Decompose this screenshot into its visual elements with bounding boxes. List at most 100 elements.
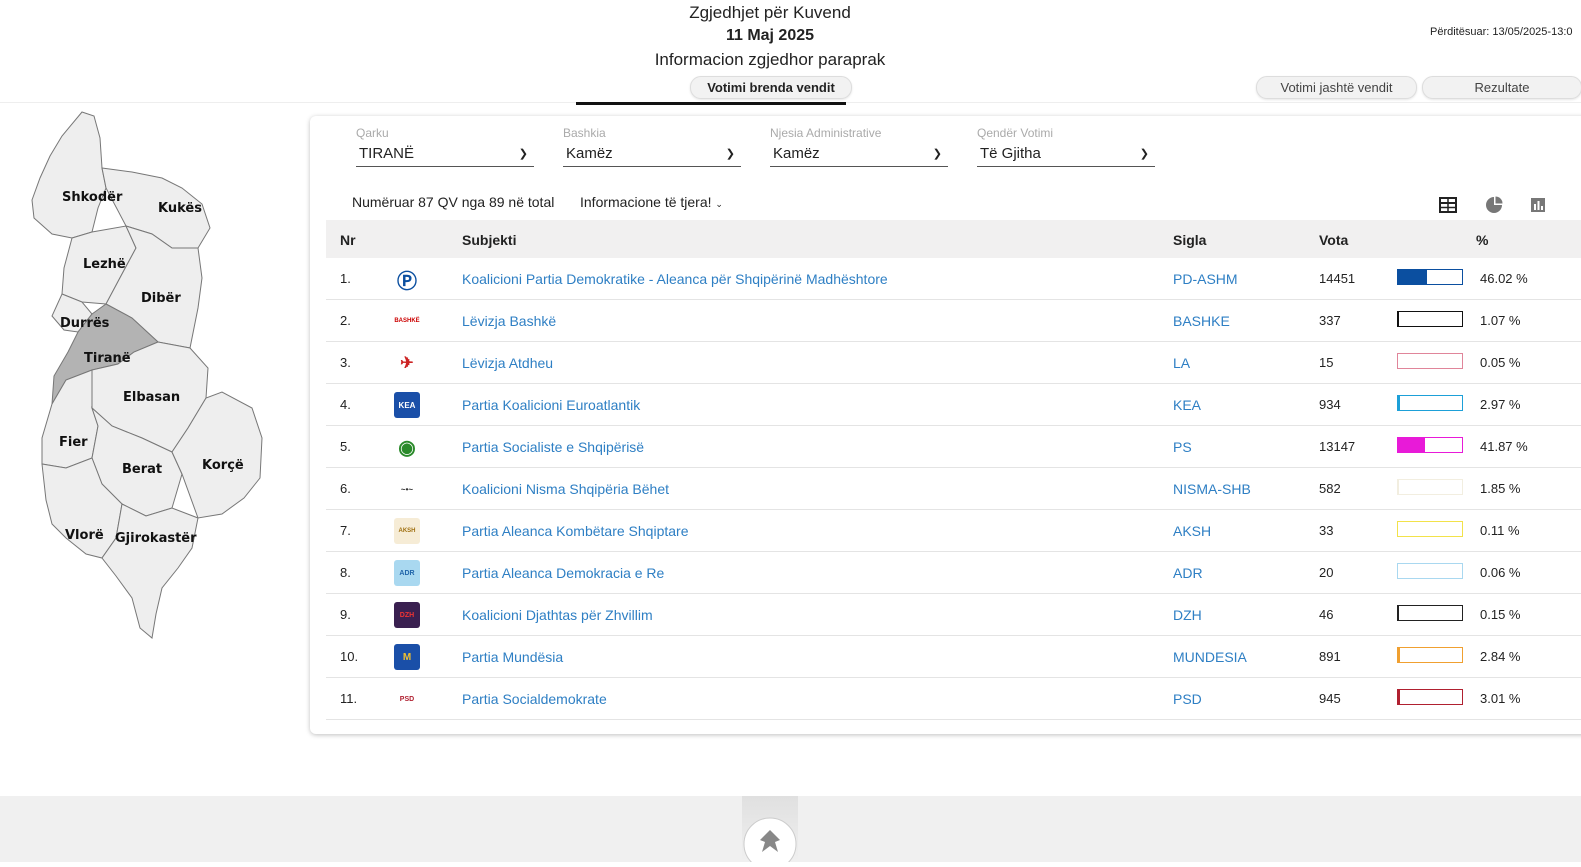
party-name-link[interactable]: Partia Mundësia (462, 649, 563, 665)
party-acronym-link[interactable]: ADR (1173, 565, 1203, 581)
party-acronym-link[interactable]: NISMA-SHB (1173, 481, 1251, 497)
vote-share-fill (1398, 312, 1399, 326)
filter-bashkia[interactable]: Bashkia Kamëz❯ (563, 126, 741, 167)
party-acronym-link[interactable]: AKSH (1173, 523, 1211, 539)
map-label-tirane: Tiranë (84, 351, 131, 366)
map-label-gjirokaster: Gjirokastër (115, 531, 197, 546)
party-acronym-link[interactable]: PS (1173, 439, 1192, 455)
filter-qender[interactable]: Qendër Votimi Të Gjitha❯ (977, 126, 1155, 167)
party-logo-icon: DZH (394, 602, 420, 628)
party-logo-icon: ADR (394, 560, 420, 586)
filter-qarku[interactable]: Qarku TIRANË❯ (356, 126, 534, 167)
party-name-link[interactable]: Partia Koalicioni Euroatlantik (462, 397, 640, 413)
filter-qarku-select[interactable]: TIRANË❯ (356, 142, 534, 167)
party-name-link[interactable]: Lëvizja Bashkë (462, 313, 556, 329)
filter-qarku-label: Qarku (356, 126, 534, 140)
party-name-link[interactable]: Partia Socialiste e Shqipërisë (462, 439, 644, 455)
table-view-button[interactable] (1426, 190, 1470, 222)
party-name-link[interactable]: Koalicioni Nisma Shqipëria Bëhet (462, 481, 669, 497)
party-acronym-link[interactable]: KEA (1173, 397, 1201, 413)
party-name-link[interactable]: Partia Aleanca Kombëtare Shqiptare (462, 523, 688, 539)
party-name-link[interactable]: Partia Aleanca Demokracia e Re (462, 565, 664, 581)
albania-map: Shkodër Kukës Lezhë Dibër Durrës Tiranë … (22, 108, 272, 648)
pie-view-button[interactable] (1472, 190, 1516, 220)
party-percent: 41.87 % (1480, 439, 1528, 454)
bar-view-button[interactable] (1516, 190, 1560, 220)
active-tab-indicator (576, 102, 846, 105)
col-percent: % (1476, 232, 1488, 248)
filter-qender-value: Të Gjitha (980, 145, 1041, 162)
last-updated: Përditësuar: 13/05/2025-13:0 (1430, 26, 1573, 38)
party-percent: 1.85 % (1480, 481, 1520, 496)
region-shkoder[interactable] (32, 112, 106, 238)
vote-share-fill (1398, 396, 1400, 410)
party-votes: 945 (1319, 691, 1341, 706)
party-name-link[interactable]: Koalicioni Djathtas për Zhvillim (462, 607, 653, 623)
map-label-durres: Durrës (60, 316, 110, 331)
vote-share-bar (1397, 395, 1463, 411)
more-info-toggle[interactable]: Informacione të tjera! ⌄ (580, 194, 723, 210)
map-label-lezhe: Lezhë (83, 257, 126, 272)
vote-share-bar (1397, 605, 1463, 621)
vote-share-bar (1397, 563, 1463, 579)
party-percent: 0.06 % (1480, 565, 1520, 580)
vote-share-fill (1398, 480, 1399, 494)
party-acronym-link[interactable]: PSD (1173, 691, 1202, 707)
party-acronym-link[interactable]: DZH (1173, 607, 1202, 623)
party-acronym-link[interactable]: MUNDESIA (1173, 649, 1247, 665)
party-logo-icon: KEA (394, 392, 420, 418)
party-percent: 0.11 % (1480, 523, 1520, 538)
party-logo-icon: ◉ (394, 434, 420, 460)
tab-domestic-voting[interactable]: Votimi brenda vendit (690, 76, 852, 99)
tab-results[interactable]: Rezultate (1422, 76, 1581, 99)
party-votes: 20 (1319, 565, 1333, 580)
party-logo-icon: M (394, 644, 420, 670)
party-acronym-link[interactable]: BASHKE (1173, 313, 1230, 329)
row-number: 6. (340, 481, 351, 496)
map-label-diber: Dibër (141, 291, 181, 306)
row-number: 8. (340, 565, 351, 580)
bar-chart-icon (1530, 197, 1546, 213)
party-acronym-link[interactable]: LA (1173, 355, 1190, 371)
party-name-link[interactable]: Koalicioni Partia Demokratike - Aleanca … (462, 271, 888, 287)
filter-bashkia-value: Kamëz (566, 145, 613, 162)
chevron-down-icon: ❯ (933, 142, 942, 166)
tab-abroad-voting[interactable]: Votimi jashtë vendit (1256, 76, 1417, 99)
party-logo-icon: Ⓟ (394, 266, 420, 292)
vote-share-bar (1397, 689, 1463, 705)
vote-share-bar (1397, 437, 1463, 453)
row-number: 3. (340, 355, 351, 370)
election-date: 11 Maj 2025 (0, 27, 1540, 45)
party-percent: 1.07 % (1480, 313, 1520, 328)
page-title: Zgjedhjet për Kuvend (0, 3, 1540, 23)
map-label-vlore: Vlorë (65, 528, 104, 543)
party-votes: 582 (1319, 481, 1341, 496)
map-label-kukes: Kukës (158, 201, 202, 216)
filter-bashkia-select[interactable]: Kamëz ❯ (563, 142, 741, 167)
party-name-link[interactable]: Lëvizja Atdheu (462, 355, 553, 371)
party-logo-icon: ✈ (394, 350, 420, 376)
vote-share-fill (1398, 690, 1400, 704)
filter-qender-select[interactable]: Të Gjitha❯ (977, 142, 1155, 167)
chevron-down-icon: ❯ (726, 142, 735, 166)
party-votes: 891 (1319, 649, 1341, 664)
pie-chart-icon (1485, 196, 1503, 214)
table-row: 8. ADR Partia Aleanca Demokracia e Re ADR 20… (326, 552, 1581, 594)
counted-stations: Numëruar 87 QV nga 89 në total (352, 194, 554, 210)
row-number: 4. (340, 397, 351, 412)
eagle-icon (742, 796, 798, 862)
vote-share-bar (1397, 521, 1463, 537)
filter-njesia[interactable]: Njesia Administrative Kamëz❯ (770, 126, 948, 167)
party-acronym-link[interactable]: PD-ASHM (1173, 271, 1238, 287)
region-fier[interactable] (42, 370, 98, 468)
filter-njesia-select[interactable]: Kamëz ❯ (770, 142, 948, 167)
footer (0, 796, 1581, 862)
filter-njesia-value: Kamëz (773, 145, 820, 162)
emblem-logo (742, 796, 798, 862)
party-name-link[interactable]: Partia Socialdemokrate (462, 691, 607, 707)
